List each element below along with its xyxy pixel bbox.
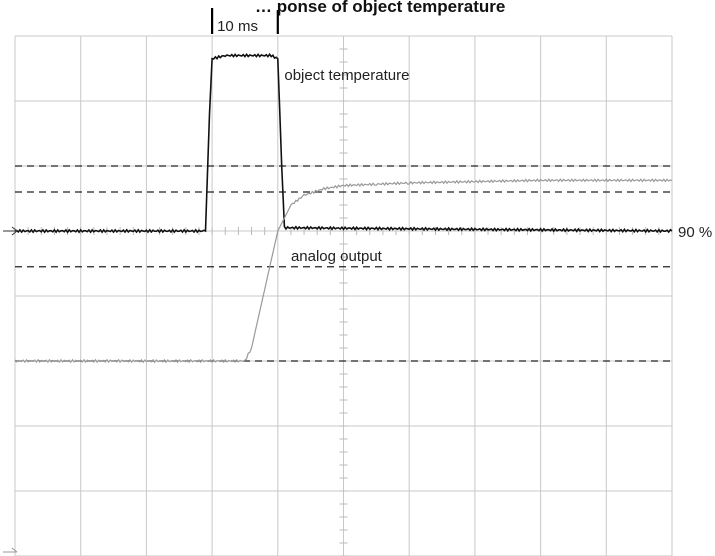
- series-labels: object temperature analog output: [284, 67, 409, 265]
- level-arrow-icon: [3, 226, 18, 236]
- series-line-1: [14, 178, 673, 364]
- ground-arrow-icon: [3, 547, 18, 553]
- series-line-0: [14, 52, 673, 234]
- series-label-analog-output: analog output: [291, 248, 383, 265]
- series-layer: [14, 52, 673, 364]
- chart-title: … ponse of object temperature: [255, 0, 505, 16]
- series-label-object-temperature: object temperature: [284, 67, 409, 84]
- marker-layer: 10 ms 90 %: [3, 8, 712, 553]
- center-axis-ticks: [14, 48, 673, 556]
- timebase-label: 10 ms: [217, 18, 258, 35]
- level-label: 90 %: [678, 224, 712, 241]
